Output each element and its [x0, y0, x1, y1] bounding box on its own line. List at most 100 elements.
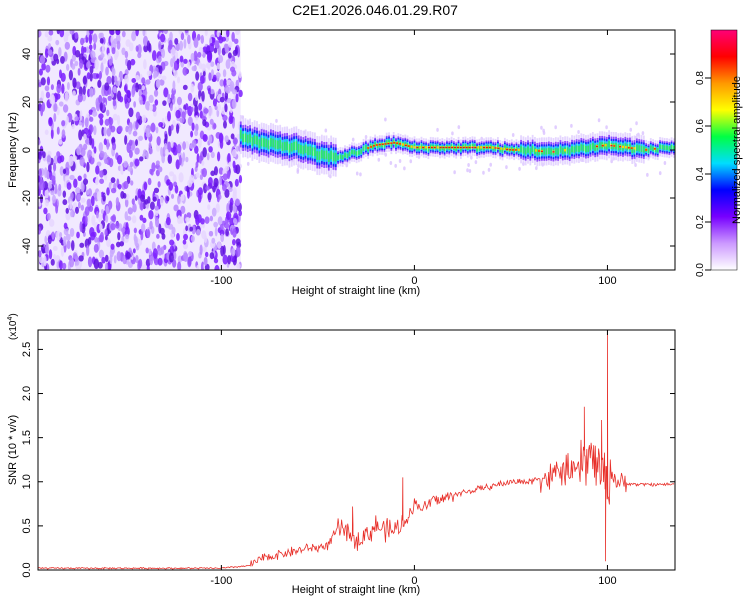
noise-blob: [210, 61, 215, 67]
ridge-core-yellow: [535, 149, 538, 152]
noise-blob: [123, 160, 129, 168]
noise-blob: [137, 83, 142, 90]
noise-blob: [156, 233, 160, 239]
ridge-speck: [518, 166, 521, 171]
ridge-speck: [466, 168, 469, 173]
ridge-cell: [239, 130, 242, 139]
noise-blob: [207, 192, 212, 201]
ridge-core-red: [430, 146, 433, 149]
noise-blob: [153, 187, 160, 194]
noise-blob: [38, 250, 42, 258]
noise-blob: [134, 195, 138, 201]
noise-blob: [82, 75, 88, 85]
ridge-core-red: [459, 146, 462, 149]
noise-blob: [42, 151, 46, 159]
ridge-cell: [293, 141, 295, 151]
noise-blob: [99, 223, 103, 232]
noise-blob: [170, 140, 174, 148]
noise-blob: [207, 204, 211, 210]
noise-blob: [120, 164, 124, 175]
noise-blob: [58, 139, 63, 145]
noise-blob: [61, 120, 66, 127]
line-ytick-label: 1.0: [21, 474, 33, 489]
noise-blob: [135, 45, 139, 52]
ridge-cell: [269, 138, 272, 147]
noise-blob: [64, 41, 70, 50]
ridge-cell: [274, 140, 277, 149]
noise-blob: [90, 57, 96, 63]
ridge-cell: [385, 140, 388, 145]
noise-blob: [104, 228, 108, 237]
noise-blob: [90, 195, 95, 207]
noise-blob: [112, 99, 117, 107]
noise-blob: [158, 121, 164, 128]
ridge-cell: [536, 149, 539, 156]
noise-blob: [61, 129, 66, 139]
ridge-core-yellow: [477, 146, 480, 149]
noise-blob: [216, 196, 220, 203]
noise-blob: [222, 254, 228, 265]
noise-blob: [79, 221, 83, 233]
noise-blob: [202, 46, 208, 53]
ridge-core-red: [375, 144, 378, 146]
ridge-cell: [603, 142, 606, 149]
noise-blob: [222, 69, 227, 78]
line-xtick-label: -100: [210, 575, 232, 587]
noise-blob: [231, 99, 237, 109]
noise-blob: [40, 77, 46, 86]
noise-blob: [85, 245, 90, 257]
noise-blob: [96, 73, 100, 79]
ridge-speck: [474, 160, 478, 165]
ridge-cell: [513, 148, 516, 153]
noise-blob: [201, 230, 207, 240]
ridge-speck: [324, 128, 328, 133]
noise-blob: [204, 251, 209, 258]
noise-blob: [133, 101, 137, 108]
ridge-core-yellow: [425, 146, 428, 149]
noise-blob: [38, 175, 41, 183]
noise-blob: [204, 30, 208, 36]
noise-blob: [196, 33, 201, 41]
noise-blob: [179, 55, 184, 63]
noise-blob: [196, 265, 200, 270]
noise-blob: [227, 153, 231, 164]
ridge-cell: [547, 147, 550, 154]
noise-blob: [211, 237, 216, 244]
noise-blob: [232, 137, 238, 145]
noise-blob: [168, 252, 174, 263]
ridge-cell: [575, 145, 578, 152]
ridge-cell: [429, 144, 432, 149]
noise-blob: [194, 129, 199, 137]
noise-blob: [49, 218, 55, 227]
colorbar-tick-label: 0.0: [695, 263, 706, 277]
heatmap-ytick-label: -40: [21, 238, 33, 254]
ridge-core-yellow: [633, 147, 636, 150]
ridge-core-red: [627, 147, 630, 149]
noise-blob: [156, 79, 161, 88]
noise-blob: [98, 72, 102, 81]
noise-blob: [145, 258, 151, 267]
noise-blob: [191, 122, 195, 131]
ridge-speck: [634, 162, 637, 167]
noise-blob: [47, 42, 51, 49]
noise-blob: [139, 156, 144, 162]
noise-blob: [75, 187, 81, 195]
ridge-core-red: [468, 146, 471, 149]
ridge-core-red: [538, 150, 541, 152]
noise-blob: [95, 101, 101, 112]
ridge-cell: [580, 144, 583, 151]
line-chart-axes: -100 0 100 0.0 0.5 1.0 1.5 2.0 2.5: [21, 330, 675, 587]
noise-blob: [161, 75, 167, 81]
noise-blob: [131, 215, 137, 224]
noise-blob: [235, 164, 241, 175]
ridge-cell: [371, 144, 374, 149]
noise-blob: [210, 170, 216, 177]
ridge-cell: [351, 149, 353, 155]
ridge-cell: [490, 144, 492, 149]
noise-blob: [44, 199, 49, 207]
noise-blob: [153, 89, 159, 97]
noise-blob: [182, 151, 186, 162]
noise-blob: [72, 252, 78, 260]
noise-blob: [200, 63, 206, 71]
noise-blob: [96, 191, 102, 202]
